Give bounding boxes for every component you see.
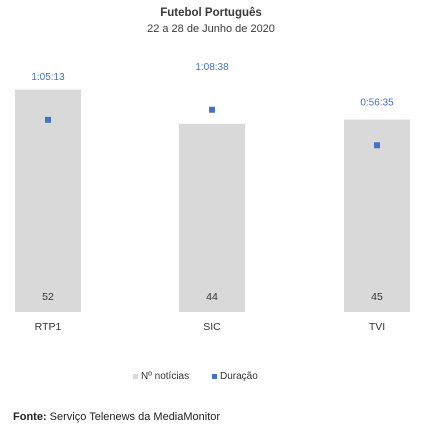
duration-label-tvi: 0:56:35 (360, 97, 394, 108)
chart-title: Futebol Português (160, 7, 262, 19)
bar-sic (179, 123, 245, 313)
category-label-rtp1: RTP1 (35, 321, 62, 333)
duration-label-sic: 1:08:38 (195, 62, 229, 73)
category-label-tvi: TVI (369, 321, 385, 333)
bar-tvi (344, 119, 410, 312)
bar-rtp1 (15, 89, 81, 312)
duration-marker-rtp1 (45, 116, 51, 123)
chart: Futebol Português 22 a 28 de Junho de 20… (15, 7, 410, 382)
chart-subtitle: 22 a 28 de Junho de 2020 (147, 23, 275, 35)
bar-value-label-sic: 44 (206, 291, 218, 303)
legend-swatch-noticias (133, 374, 138, 379)
legend-swatch-duracao (212, 374, 217, 379)
duration-label-rtp1: 1:05:13 (31, 72, 65, 83)
bar-value-label-rtp1: 52 (42, 291, 54, 303)
legend: Nº notícias Duração (133, 371, 258, 382)
source-label: Fonte: (13, 411, 47, 423)
legend-label-noticias: Nº notícias (141, 371, 189, 382)
source-note: Fonte: Serviço Telenews da MediaMonitor (13, 411, 220, 423)
duration-marker-sic (209, 106, 215, 113)
bar-value-label-tvi: 45 (371, 291, 383, 303)
category-label-sic: SIC (203, 321, 221, 333)
source-text: Serviço Telenews da MediaMonitor (46, 411, 221, 423)
legend-label-duracao: Duração (220, 371, 258, 382)
plot-area: 52 1:05:13 RTP1 44 1:08:38 SIC 45 0:56:35 TVI (15, 62, 410, 333)
duration-marker-tvi (374, 142, 380, 149)
